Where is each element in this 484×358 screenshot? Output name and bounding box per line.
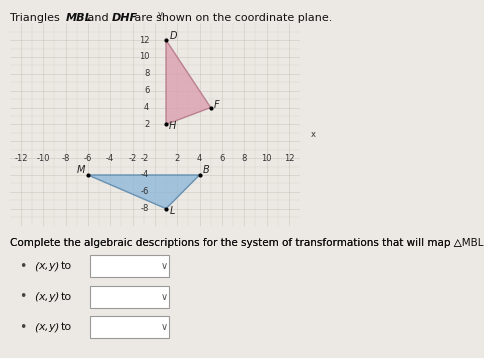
Text: -12: -12 — [14, 154, 28, 163]
Text: (: ( — [34, 322, 38, 332]
Text: -2: -2 — [141, 154, 149, 163]
Text: to: to — [60, 261, 72, 271]
Text: 8: 8 — [242, 154, 247, 163]
Text: ): ) — [55, 322, 59, 332]
Text: -6: -6 — [141, 187, 149, 196]
Text: ,: , — [45, 292, 48, 302]
Text: 4: 4 — [144, 103, 149, 112]
Text: B: B — [203, 165, 210, 175]
Text: M: M — [76, 165, 85, 175]
Text: are shown on the coordinate plane.: are shown on the coordinate plane. — [131, 13, 333, 23]
Text: 2: 2 — [175, 154, 180, 163]
Text: D: D — [169, 31, 177, 41]
Text: 12: 12 — [139, 36, 149, 45]
Text: (: ( — [34, 261, 38, 271]
Text: -8: -8 — [141, 204, 149, 213]
Text: y: y — [48, 292, 55, 302]
Text: -4: -4 — [141, 170, 149, 179]
Text: F: F — [214, 100, 220, 110]
Polygon shape — [88, 175, 199, 209]
Text: -6: -6 — [84, 154, 92, 163]
Text: y: y — [48, 322, 55, 332]
Text: 8: 8 — [144, 69, 149, 78]
Text: Triangles: Triangles — [10, 13, 63, 23]
Text: MBL: MBL — [65, 13, 92, 23]
Text: ∨: ∨ — [161, 292, 168, 302]
Text: ,: , — [45, 322, 48, 332]
Text: Complete the algebraic descriptions for the system of transformations that will : Complete the algebraic descriptions for … — [10, 238, 461, 248]
Text: 2: 2 — [144, 120, 149, 129]
Text: -2: -2 — [128, 154, 136, 163]
Text: x: x — [39, 322, 45, 332]
Text: x: x — [39, 261, 45, 271]
Text: -4: -4 — [106, 154, 114, 163]
Text: (: ( — [34, 292, 38, 302]
Text: 6: 6 — [219, 154, 225, 163]
Text: ): ) — [55, 292, 59, 302]
Text: 6: 6 — [144, 86, 149, 95]
Text: •: • — [19, 321, 27, 334]
Polygon shape — [166, 40, 211, 125]
Text: and: and — [84, 13, 112, 23]
Text: ): ) — [55, 261, 59, 271]
Text: 10: 10 — [261, 154, 272, 163]
Text: x: x — [39, 292, 45, 302]
Text: ∨: ∨ — [161, 261, 168, 271]
Text: L: L — [169, 206, 175, 216]
Text: •: • — [19, 290, 27, 303]
Text: 10: 10 — [139, 53, 149, 62]
Text: H: H — [168, 121, 176, 131]
Text: -8: -8 — [61, 154, 70, 163]
Text: •: • — [19, 260, 27, 273]
Text: y: y — [158, 10, 163, 19]
Text: ,: , — [45, 261, 48, 271]
Text: 4: 4 — [197, 154, 202, 163]
Text: Complete the algebraic descriptions for the system of transformations that will : Complete the algebraic descriptions for … — [10, 238, 484, 248]
Text: x: x — [311, 130, 316, 139]
Text: -10: -10 — [36, 154, 50, 163]
Text: DHF: DHF — [112, 13, 138, 23]
Text: ∨: ∨ — [161, 322, 168, 332]
Text: 12: 12 — [284, 154, 294, 163]
Text: to: to — [60, 292, 72, 302]
Text: y: y — [48, 261, 55, 271]
Text: to: to — [60, 322, 72, 332]
